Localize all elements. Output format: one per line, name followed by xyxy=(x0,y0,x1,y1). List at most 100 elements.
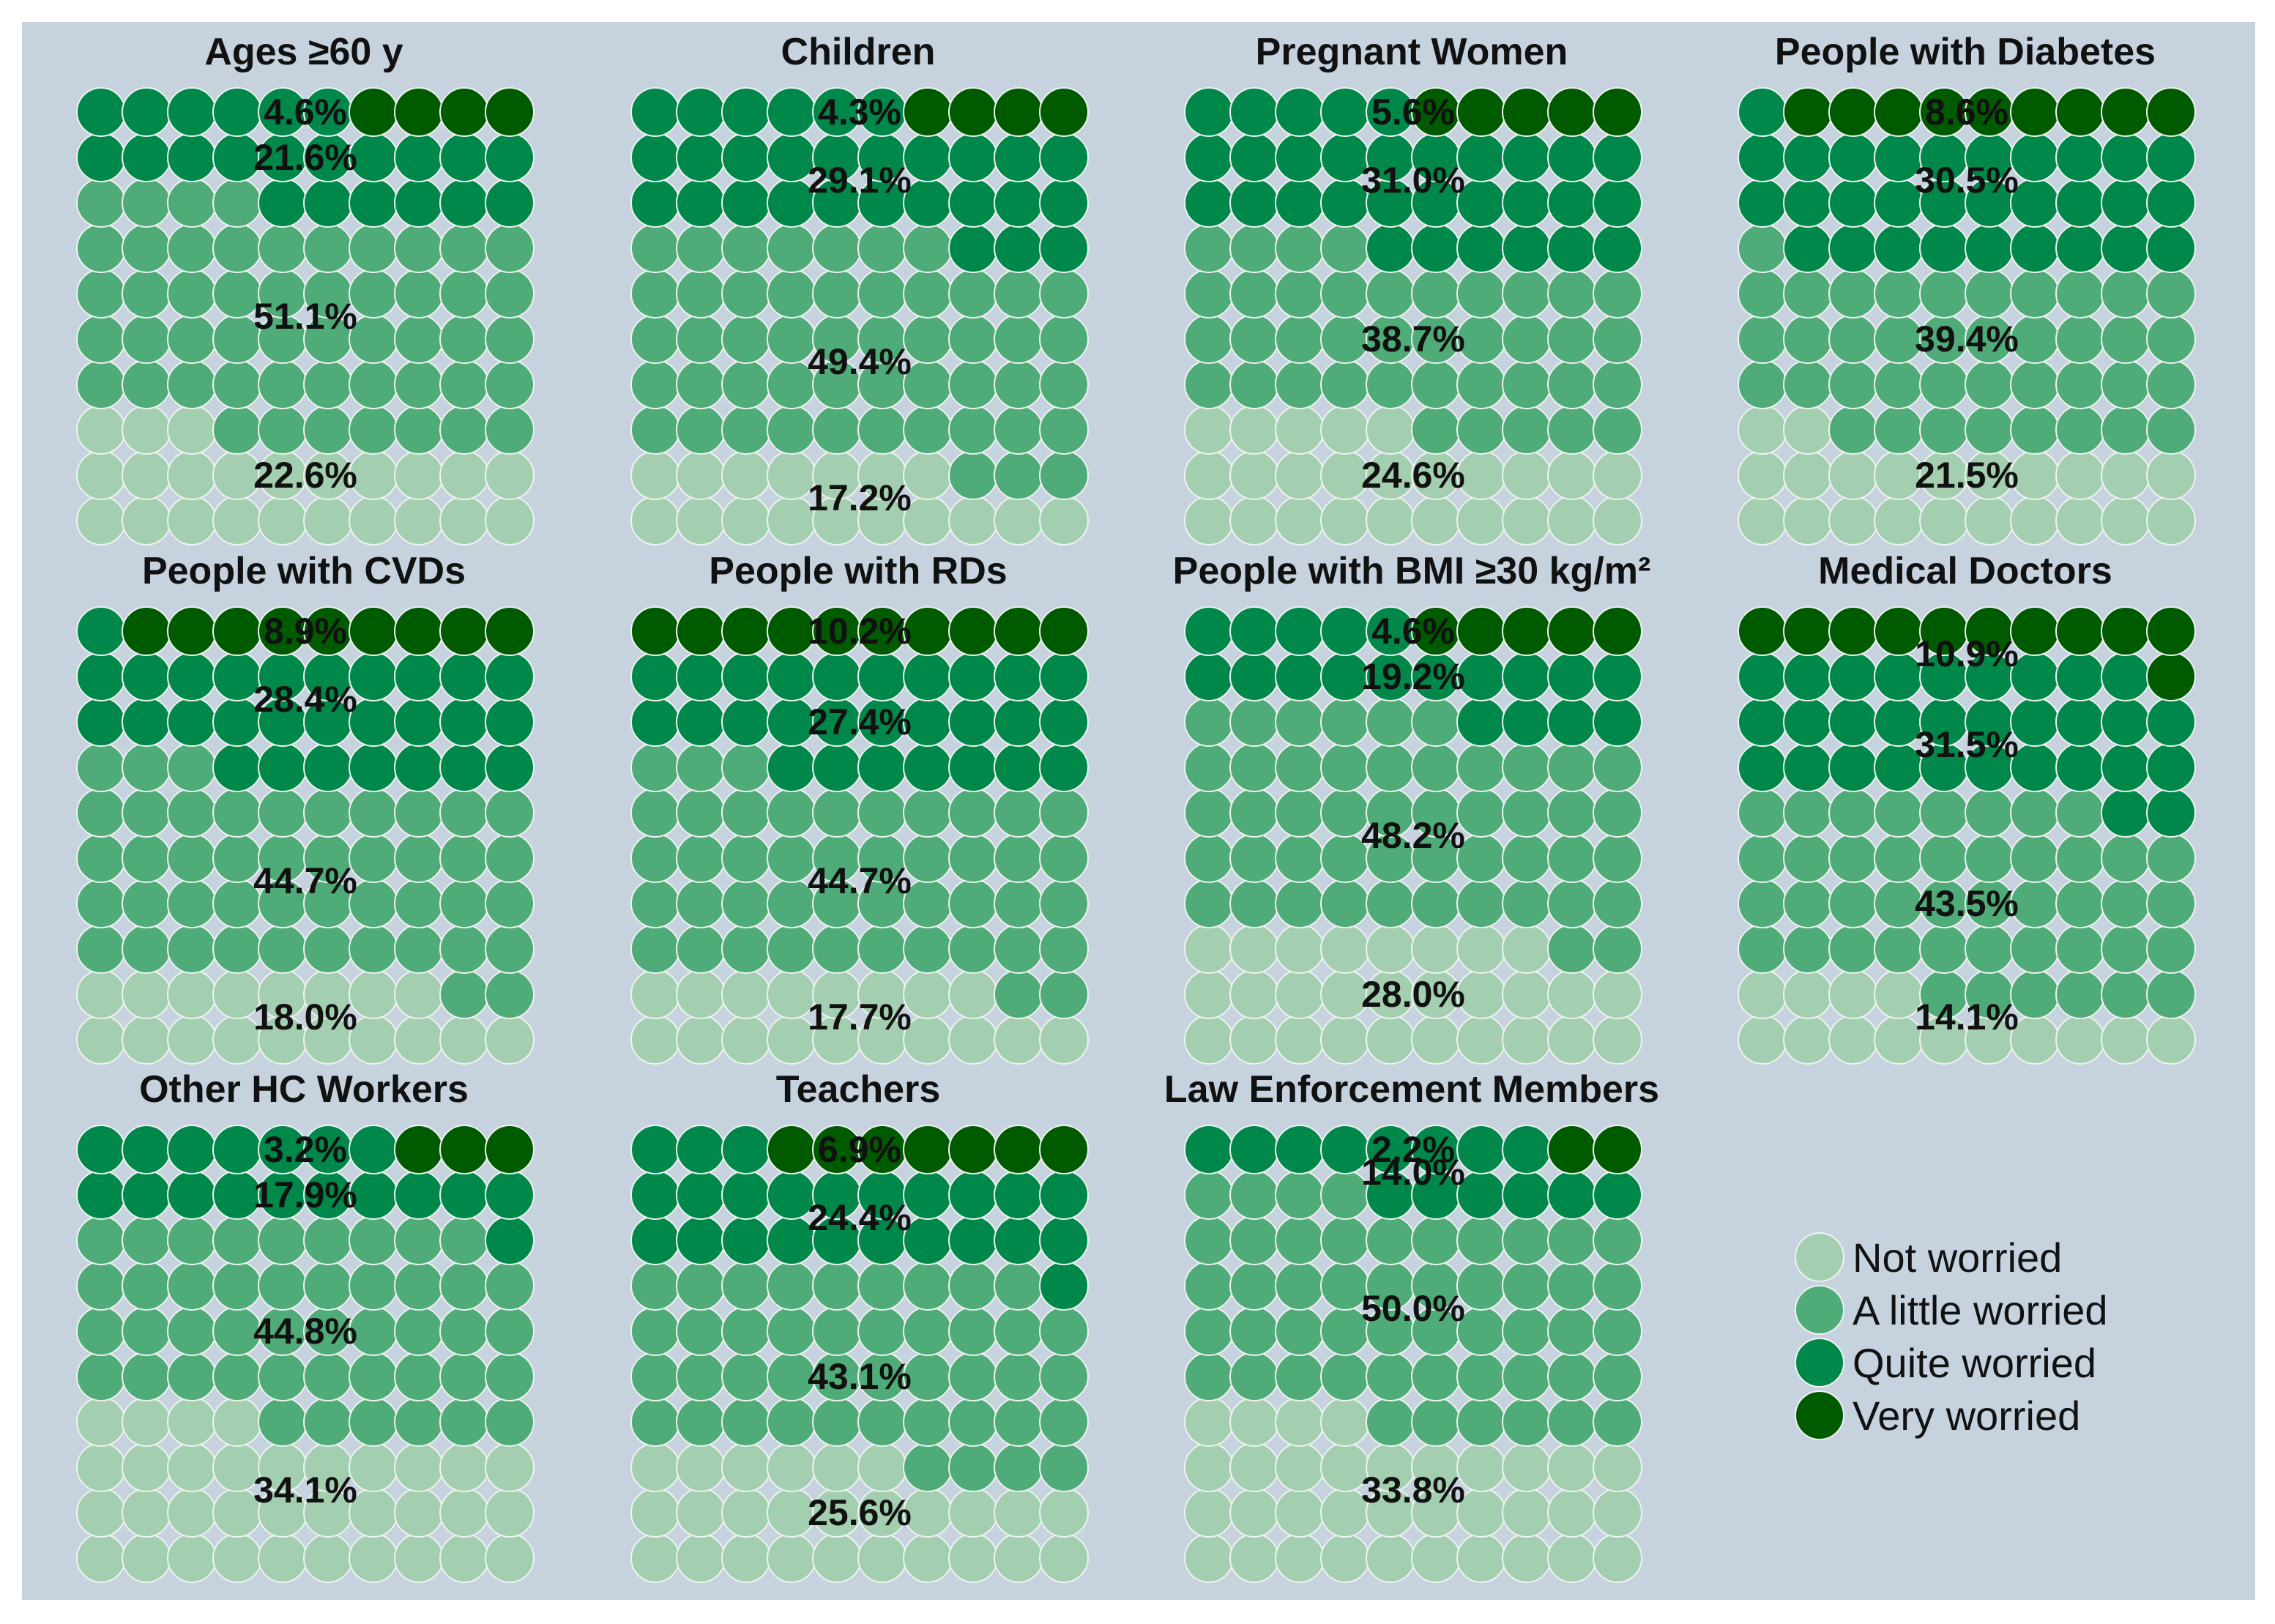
waffle-cell-a-little-worried xyxy=(1547,1215,1597,1265)
pct-label-quite-worried: 24.4% xyxy=(808,1197,912,1238)
waffle-cell-a-little-worried xyxy=(1965,405,2014,455)
waffle-cell-not-worried xyxy=(2101,1015,2151,1065)
waffle-cell-quite-worried xyxy=(1275,606,1325,656)
waffle-cell-quite-worried xyxy=(767,87,816,137)
waffle-cell-quite-worried xyxy=(812,652,862,701)
waffle-cell-a-little-worried xyxy=(1275,360,1325,409)
waffle-cell-quite-worried xyxy=(76,697,126,747)
waffle-cell-not-worried xyxy=(394,1488,444,1538)
waffle-cell-a-little-worried xyxy=(1039,969,1089,1019)
waffle-cell-quite-worried xyxy=(1828,742,1878,792)
waffle-cell-very-worried xyxy=(212,606,262,656)
waffle-cell-a-little-worried xyxy=(485,360,535,409)
waffle-cell-a-little-worried xyxy=(167,788,217,838)
waffle-cell-a-little-worried xyxy=(1456,1352,1506,1401)
waffle-cell-not-worried xyxy=(630,1015,680,1065)
waffle-cell-quite-worried xyxy=(1828,178,1878,228)
waffle-cell-a-little-worried xyxy=(122,269,171,319)
waffle-cell-a-little-worried xyxy=(394,223,444,273)
waffle-cell-not-worried xyxy=(948,1015,998,1065)
waffle-cell-not-worried xyxy=(994,1015,1043,1065)
waffle-cell-not-worried xyxy=(122,1442,171,1492)
waffle-cell-a-little-worried xyxy=(439,1261,489,1311)
waffle-cell-a-little-worried xyxy=(258,223,308,273)
waffle-cell-quite-worried xyxy=(1828,652,1878,701)
waffle-cell-a-little-worried xyxy=(1502,1306,1552,1356)
waffle-cell-a-little-worried xyxy=(485,1306,535,1356)
waffle-cell-not-worried xyxy=(1547,1015,1597,1065)
waffle-cell-not-worried xyxy=(1184,1397,1234,1447)
waffle-cell-a-little-worried xyxy=(1738,269,1787,319)
waffle-cell-a-little-worried xyxy=(630,314,680,364)
waffle-cell-not-worried xyxy=(1411,924,1461,974)
waffle-cell-not-worried xyxy=(76,1397,126,1447)
waffle-cell-a-little-worried xyxy=(676,405,726,455)
panel-medical-doctors: Medical Doctors 14.1% 43.5% 31.5% 10.9% xyxy=(1738,550,2196,1065)
pct-label-very-worried: 2.2% xyxy=(1371,1129,1455,1170)
waffle-cell-a-little-worried xyxy=(167,269,217,319)
waffle-cell-a-little-worried xyxy=(1320,697,1370,747)
waffle-cell-quite-worried xyxy=(2101,223,2151,273)
pct-label-quite-worried: 21.6% xyxy=(253,137,357,178)
waffle-cell-very-worried xyxy=(903,1125,953,1174)
panel-other-hc-workers: Other HC Workers 34.1% 44.8% 17.9%3.2% xyxy=(76,1068,535,1583)
pct-label-a-little-worried: 43.5% xyxy=(1915,883,2019,924)
pct-label-very-worried: 8.6% xyxy=(1925,92,2008,133)
waffle-cell-a-little-worried xyxy=(1919,788,1969,838)
waffle-cell-a-little-worried xyxy=(2055,314,2105,364)
waffle-cell-a-little-worried xyxy=(1593,788,1642,838)
waffle-cell-a-little-worried xyxy=(1738,360,1787,409)
waffle-cell-quite-worried xyxy=(439,742,489,792)
pct-label-very-worried: 4.6% xyxy=(1371,611,1455,652)
waffle-cell-a-little-worried xyxy=(1229,697,1279,747)
waffle-cell-quite-worried xyxy=(1184,606,1234,656)
waffle-cell-a-little-worried xyxy=(903,269,953,319)
waffle-cell-very-worried xyxy=(2010,87,2060,137)
waffle-cell-a-little-worried xyxy=(630,833,680,883)
waffle-cell-a-little-worried xyxy=(1502,1397,1552,1447)
waffle-cell-not-worried xyxy=(994,1488,1043,1538)
waffle-cell-a-little-worried xyxy=(485,969,535,1019)
waffle-cell-a-little-worried xyxy=(1874,360,1924,409)
waffle-cell-quite-worried xyxy=(1828,697,1878,747)
waffle-cell-a-little-worried xyxy=(676,788,726,838)
waffle-cell-quite-worried xyxy=(76,652,126,701)
waffle-cell-a-little-worried xyxy=(812,223,862,273)
waffle-cell-very-worried xyxy=(394,606,444,656)
waffle-cell-a-little-worried xyxy=(630,1352,680,1401)
waffle-cell-a-little-worried xyxy=(485,314,535,364)
waffle-cell-a-little-worried xyxy=(76,178,126,228)
waffle-cell-a-little-worried xyxy=(857,924,907,974)
waffle-cell-quite-worried xyxy=(1783,742,1833,792)
waffle-cell-a-little-worried xyxy=(721,360,771,409)
waffle-cell-a-little-worried xyxy=(948,879,998,928)
waffle-cell-a-little-worried xyxy=(767,269,816,319)
waffle-cell-a-little-worried xyxy=(1229,1352,1279,1401)
waffle-cell-a-little-worried xyxy=(2010,788,2060,838)
waffle-cell-a-little-worried xyxy=(2101,360,2151,409)
pct-label-quite-worried: 28.4% xyxy=(253,679,357,720)
pct-label-very-worried: 4.3% xyxy=(818,92,901,133)
waffle-cell-not-worried xyxy=(485,1442,535,1492)
waffle-cell-a-little-worried xyxy=(212,178,262,228)
waffle-cell-very-worried xyxy=(630,606,680,656)
waffle-cell-not-worried xyxy=(721,1488,771,1538)
waffle-cell-a-little-worried xyxy=(349,405,398,455)
waffle-cell-not-worried xyxy=(721,450,771,500)
waffle-cell-quite-worried xyxy=(767,652,816,701)
waffle-cell-very-worried xyxy=(1828,87,1878,137)
waffle-cell-a-little-worried xyxy=(303,1215,353,1265)
waffle-cell-a-little-worried xyxy=(2055,360,2105,409)
waffle-cell-quite-worried xyxy=(676,1125,726,1174)
waffle-cell-not-worried xyxy=(394,1533,444,1583)
pct-label-a-little-worried: 39.4% xyxy=(1915,319,2019,360)
waffle-cell-quite-worried xyxy=(122,1125,171,1174)
waffle-cell-not-worried xyxy=(1411,496,1461,545)
waffle-cell-not-worried xyxy=(1593,969,1642,1019)
waffle-cell-very-worried xyxy=(948,606,998,656)
waffle-cell-a-little-worried xyxy=(303,924,353,974)
waffle-cell-quite-worried xyxy=(1184,1125,1234,1174)
waffle-cell-not-worried xyxy=(485,496,535,545)
waffle-cell-a-little-worried xyxy=(1547,1261,1597,1311)
waffle-cell-a-little-worried xyxy=(1919,269,1969,319)
